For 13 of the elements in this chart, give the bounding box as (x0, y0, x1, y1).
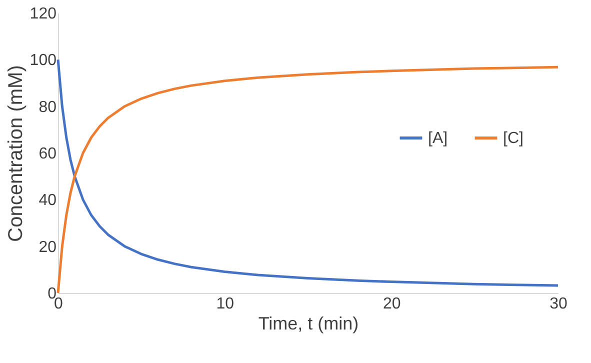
y-tick-label: 60 (38, 146, 57, 162)
x-tick-label: 10 (216, 296, 234, 312)
x-tick-label: 20 (382, 296, 401, 312)
y-tick-label: 40 (38, 192, 57, 210)
y-axis-title: Concentration (mM) (4, 65, 27, 242)
x-axis-title: Time, t (min) (258, 314, 359, 334)
legend-label: [A] (428, 130, 448, 147)
y-tick-label: 100 (30, 52, 57, 70)
y-tick-label: 80 (38, 98, 57, 116)
x-tick-label: 30 (550, 296, 568, 312)
y-tick-label: 120 (30, 6, 57, 22)
legend-label: [C] (503, 130, 524, 147)
y-tick-label: 20 (38, 238, 57, 256)
